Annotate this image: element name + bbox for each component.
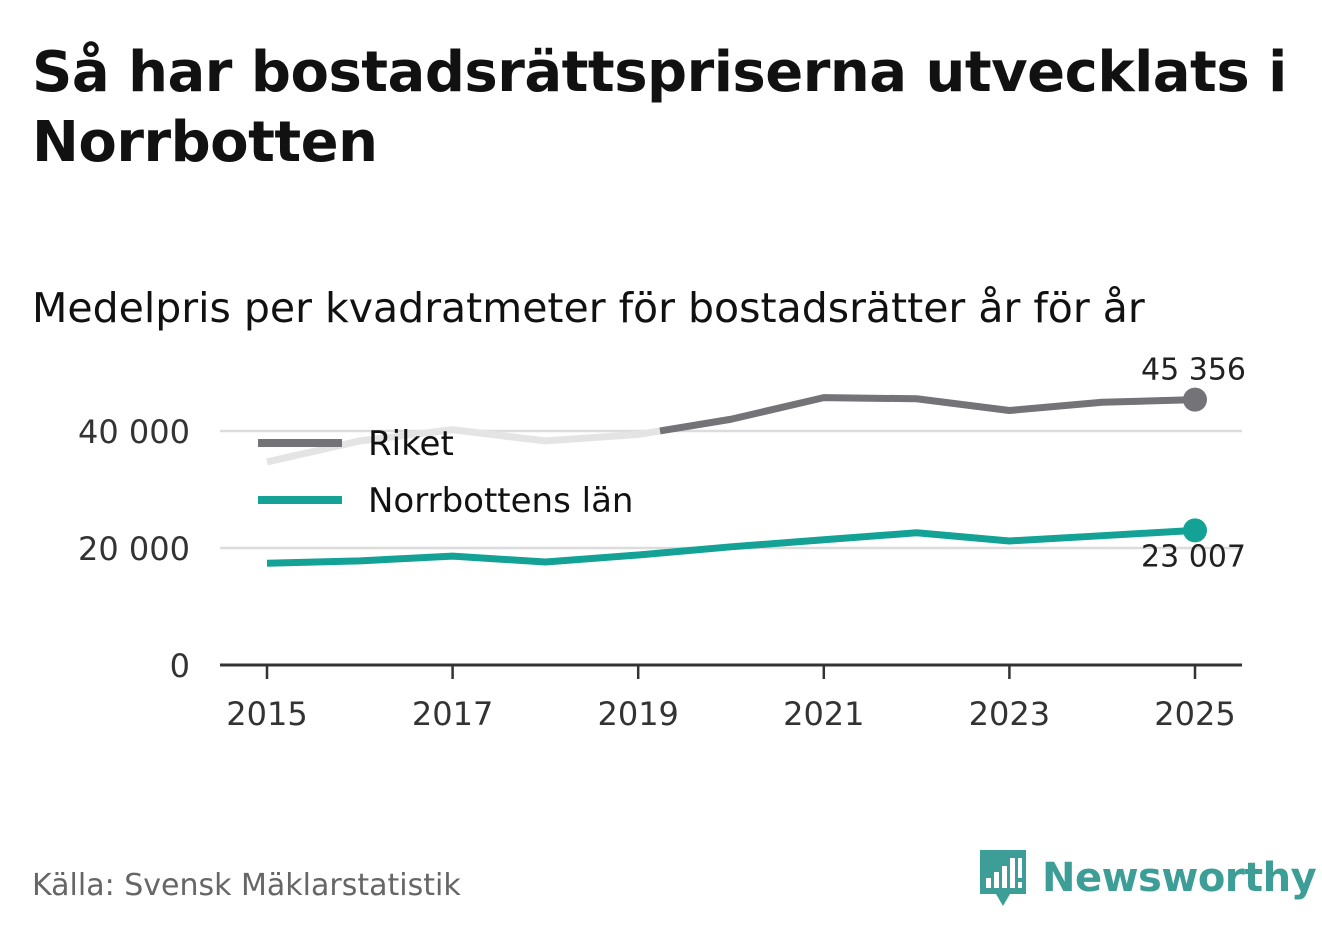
series-lines bbox=[266, 387, 1207, 567]
chart-subtitle: Medelpris per kvadratmeter för bostadsrä… bbox=[32, 284, 1145, 332]
x-tick-label: 2023 bbox=[969, 695, 1050, 733]
y-tick-label: 0 bbox=[170, 647, 190, 685]
y-tick-label: 40 000 bbox=[78, 413, 190, 451]
end-point-riket bbox=[1183, 387, 1207, 412]
y-tick-label: 20 000 bbox=[78, 530, 190, 568]
end-label-norrbotten: 23 007 bbox=[1141, 539, 1246, 574]
legend-label-norrbotten: Norrbottens län bbox=[368, 481, 633, 521]
x-tick-label: 2021 bbox=[783, 695, 864, 733]
legend: Riket Norrbottens län bbox=[258, 424, 633, 521]
brand-logo: Newsworthy bbox=[978, 848, 1317, 908]
chart-title: Så har bostadsrättspriserna utvecklats i… bbox=[32, 40, 1287, 175]
x-tick-label: 2019 bbox=[597, 695, 678, 733]
x-tick-label: 2017 bbox=[412, 695, 493, 733]
end-point-norrbotten bbox=[1183, 518, 1207, 543]
series-line-riket-faded bbox=[266, 426, 661, 466]
series-line-norrbotten bbox=[266, 526, 1196, 567]
legend-label-riket: Riket bbox=[368, 424, 454, 464]
end-label-riket: 45 356 bbox=[1141, 353, 1246, 388]
series-line-riket bbox=[659, 394, 1196, 435]
y-axis-labels: 0 20 000 40 000 bbox=[78, 413, 190, 685]
source-note: Källa: Svensk Mäklarstatistik bbox=[32, 868, 461, 903]
end-labels: 45 356 23 007 bbox=[1141, 353, 1246, 575]
x-tick-label: 2015 bbox=[226, 695, 307, 733]
x-tick-label: 2025 bbox=[1154, 695, 1235, 733]
brand-name: Newsworthy bbox=[1042, 855, 1317, 901]
newsworthy-logo-icon bbox=[980, 850, 1026, 906]
x-axis: 2015 2017 2019 2021 2023 2025 bbox=[220, 663, 1242, 733]
